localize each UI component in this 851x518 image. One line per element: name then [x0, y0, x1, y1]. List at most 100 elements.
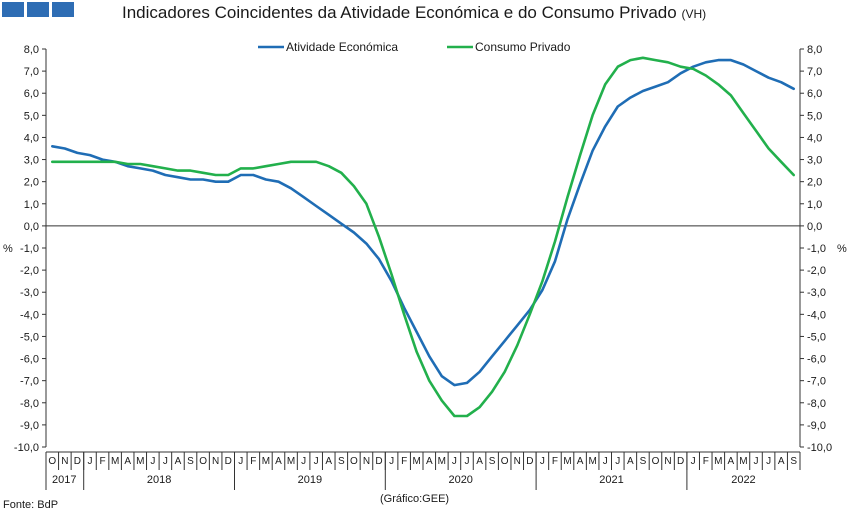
x-tick-label: S: [187, 456, 194, 467]
x-tick-label: J: [238, 456, 243, 467]
x-tick-label: J: [464, 456, 469, 467]
x-tick-label: M: [588, 456, 596, 467]
y-tick-label-right: 3,0: [807, 155, 822, 167]
x-tick-label: M: [287, 456, 295, 467]
y-tick-label-right: 2,0: [807, 177, 822, 189]
x-tick-label: J: [540, 456, 545, 467]
x-tick-label: N: [514, 456, 521, 467]
x-tick-label: D: [74, 456, 81, 467]
x-tick-label: M: [438, 456, 446, 467]
x-tick-label: F: [250, 456, 256, 467]
y-tick-label-right: -4,0: [807, 309, 826, 321]
y-tick-label-left: 1,0: [24, 199, 39, 211]
x-tick-label: F: [401, 456, 407, 467]
y-tick-label-left: 8,0: [24, 44, 39, 56]
logo-square: [2, 2, 24, 17]
series-line-atividade-economica: [50, 58, 796, 387]
y-tick-label-right: 6,0: [807, 88, 822, 100]
x-tick-label: J: [389, 456, 394, 467]
y-tick-label-left: -10,0: [14, 442, 39, 454]
y-tick-label-right: -10,0: [807, 442, 832, 454]
series-line-consumo-privado: [50, 56, 796, 418]
year-label: 2017: [52, 474, 76, 486]
x-tick-label: A: [275, 456, 282, 467]
x-tick-label: J: [603, 456, 608, 467]
x-tick-label: M: [563, 456, 571, 467]
x-tick-label: S: [489, 456, 496, 467]
chart-title: Indicadores Coincidentes da Atividade Ec…: [122, 3, 706, 23]
chart-source: Fonte: BdP: [3, 499, 59, 511]
x-tick-label: M: [413, 456, 421, 467]
y-tick-label-left: 7,0: [24, 66, 39, 78]
x-tick-label: J: [301, 456, 306, 467]
y-tick-label-right: -6,0: [807, 354, 826, 366]
x-tick-label: O: [652, 456, 660, 467]
y-tick-label-right: -9,0: [807, 420, 826, 432]
x-tick-label: J: [163, 456, 168, 467]
y-tick-label-right: 1,0: [807, 199, 822, 211]
x-tick-label: S: [790, 456, 797, 467]
x-tick-label: J: [615, 456, 620, 467]
year-label: 2018: [147, 474, 171, 486]
y-tick-label-right: 7,0: [807, 66, 822, 78]
y-tick-label-right: 5,0: [807, 110, 822, 122]
x-tick-label: D: [526, 456, 533, 467]
y-unit-left: %: [3, 243, 13, 255]
x-tick-label: A: [325, 456, 332, 467]
y-tick-label-right: -8,0: [807, 398, 826, 410]
x-tick-label: D: [225, 456, 232, 467]
x-tick-label: N: [61, 456, 68, 467]
y-unit-right: %: [837, 243, 847, 255]
y-tick-label-left: -9,0: [20, 420, 39, 432]
x-tick-label: M: [111, 456, 119, 467]
x-tick-label: M: [714, 456, 722, 467]
y-tick-label-left: 4,0: [24, 132, 39, 144]
x-tick-label: S: [338, 456, 345, 467]
y-tick-label-right: 4,0: [807, 132, 822, 144]
x-tick-label: N: [363, 456, 370, 467]
x-tick-label: F: [703, 456, 709, 467]
logo: [2, 2, 74, 17]
x-tick-label: A: [426, 456, 433, 467]
chart-title-suffix: (VH): [681, 7, 707, 21]
x-tick-label: J: [754, 456, 759, 467]
y-tick-label-right: -5,0: [807, 331, 826, 343]
x-tick-label: A: [778, 456, 785, 467]
y-tick-label-right: -3,0: [807, 287, 826, 299]
y-tick-label-right: -7,0: [807, 376, 826, 388]
year-label: 2022: [731, 474, 755, 486]
chart-credit: (Gráfico:GEE): [380, 493, 450, 505]
y-tick-label-left: -5,0: [20, 331, 39, 343]
x-tick-label: F: [552, 456, 558, 467]
y-tick-label-right: -1,0: [807, 243, 826, 255]
x-tick-label: A: [476, 456, 483, 467]
x-tick-label: A: [627, 456, 634, 467]
legend-label: Consumo Privado: [475, 40, 571, 54]
y-tick-label-left: -8,0: [20, 398, 39, 410]
y-tick-label-left: 6,0: [24, 88, 39, 100]
y-tick-label-left: -1,0: [20, 243, 39, 255]
year-label: 2019: [298, 474, 322, 486]
legend-label: Atividade Económica: [286, 40, 398, 54]
year-label: 2021: [599, 474, 623, 486]
y-tick-label-left: -7,0: [20, 376, 39, 388]
x-tick-label: N: [664, 456, 671, 467]
x-tick-label: S: [640, 456, 647, 467]
x-tick-label: O: [501, 456, 509, 467]
x-tick-label: A: [124, 456, 131, 467]
y-tick-label-left: 2,0: [24, 177, 39, 189]
x-tick-label: M: [136, 456, 144, 467]
y-tick-label-right: 8,0: [807, 44, 822, 56]
x-tick-label: J: [691, 456, 696, 467]
year-label: 2020: [448, 474, 472, 486]
x-tick-label: D: [677, 456, 684, 467]
x-tick-label: J: [150, 456, 155, 467]
x-tick-label: J: [766, 456, 771, 467]
y-tick-label-left: -2,0: [20, 265, 39, 277]
logo-square: [27, 2, 49, 17]
x-tick-label: A: [577, 456, 584, 467]
x-tick-label: M: [262, 456, 270, 467]
x-tick-label: O: [48, 456, 56, 467]
x-tick-label: A: [175, 456, 182, 467]
